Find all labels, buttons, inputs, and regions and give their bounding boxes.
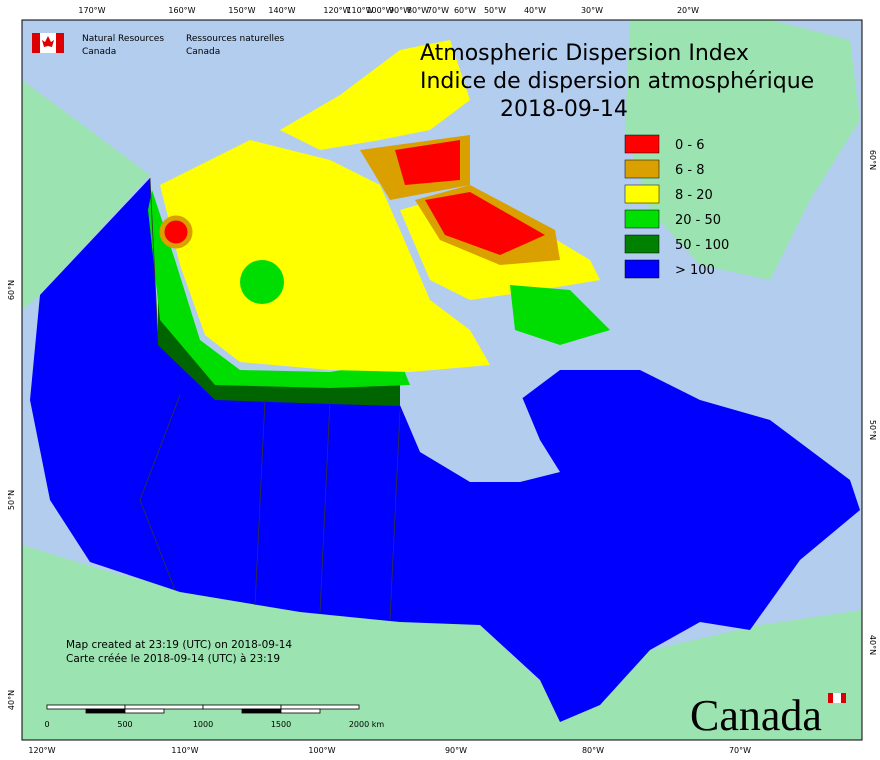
graticule-top: 140°W bbox=[268, 6, 295, 15]
hudson-bay bbox=[400, 360, 560, 482]
graticule-right: 50°N bbox=[868, 420, 877, 440]
wordmark-flag-field bbox=[833, 693, 841, 703]
zone-8-20-islands bbox=[280, 40, 470, 150]
agency-en: Natural Resources bbox=[82, 34, 164, 44]
graticule-bottom: 90°W bbox=[445, 746, 467, 755]
boundary-line bbox=[254, 399, 266, 606]
boundary-line bbox=[319, 399, 331, 613]
graticule-top: 50°W bbox=[484, 6, 506, 15]
graticule-top: 20°W bbox=[677, 6, 699, 15]
graticule-top: 30°W bbox=[581, 6, 603, 15]
graticule-top: 60°W bbox=[454, 6, 476, 15]
scale-segment bbox=[124, 708, 165, 714]
map-note: Map created at 23:19 (UTC) on 2018-09-14 bbox=[66, 639, 292, 651]
graticule-right: 40°N bbox=[868, 635, 877, 655]
graticule-bottom: 80°W bbox=[582, 746, 604, 755]
scale-segment bbox=[280, 708, 321, 714]
title: Atmospheric Dispersion Index bbox=[420, 41, 749, 66]
legend-swatch bbox=[624, 184, 660, 204]
scale-unit: km bbox=[372, 720, 385, 729]
scale-segment bbox=[280, 704, 360, 710]
legend-label: 50 - 100 bbox=[675, 238, 729, 253]
graticule-bottom: 100°W bbox=[308, 746, 335, 755]
legend-swatch bbox=[624, 134, 660, 154]
graticule-top: 100°W bbox=[366, 6, 393, 15]
graticule-left: 40°N bbox=[7, 690, 16, 710]
maple-leaf bbox=[42, 36, 54, 47]
boundaries bbox=[139, 177, 401, 621]
map-note: Carte créée le 2018-09-14 (UTC) à 23:19 bbox=[66, 653, 280, 665]
graticule-right: 60°N bbox=[868, 150, 877, 170]
scale-label: 1000 bbox=[193, 720, 213, 729]
scale-segment bbox=[85, 708, 126, 714]
agency-fr: Canada bbox=[186, 47, 220, 57]
labels: Atmospheric Dispersion Index Indice de di… bbox=[7, 6, 877, 755]
graticule-left: 50°N bbox=[7, 490, 16, 510]
boundary-line bbox=[139, 394, 181, 591]
graticule-top: 160°W bbox=[168, 6, 195, 15]
alaska bbox=[22, 80, 150, 310]
zone-0-6-north bbox=[395, 140, 460, 185]
date: 2018-09-14 bbox=[500, 97, 628, 122]
flag-bar bbox=[56, 33, 64, 53]
zone-20-50-quebec bbox=[510, 285, 610, 345]
graticule-top: 90°W bbox=[389, 6, 411, 15]
scale-label: 2000 bbox=[349, 720, 369, 729]
zone-20-50-spot bbox=[240, 260, 284, 304]
agency-fr: Ressources naturelles bbox=[186, 34, 285, 44]
logo bbox=[32, 33, 64, 53]
zone-8-20-mainland bbox=[160, 140, 490, 372]
legend-swatch bbox=[624, 234, 660, 254]
frame-border bbox=[21, 19, 863, 741]
scale-segment bbox=[46, 704, 126, 710]
boundary-line bbox=[389, 409, 401, 621]
scale-segment bbox=[241, 708, 282, 714]
zone-0-6-baffin bbox=[425, 192, 545, 255]
greenland bbox=[625, 20, 860, 280]
agency-en: Canada bbox=[82, 47, 116, 57]
legend-swatch bbox=[624, 159, 660, 179]
scale-segment bbox=[124, 704, 204, 710]
legend-label: 20 - 50 bbox=[675, 213, 721, 228]
graticule-bottom: 120°W bbox=[28, 746, 55, 755]
scale-label: 500 bbox=[117, 720, 132, 729]
legend-label: 8 - 20 bbox=[675, 188, 713, 203]
united-states bbox=[22, 545, 862, 740]
canada-mainland bbox=[30, 178, 860, 722]
scale-label: 0 bbox=[44, 720, 49, 729]
graticule-top: 80°W bbox=[407, 6, 429, 15]
map-frame bbox=[21, 19, 863, 741]
legend-swatch bbox=[624, 259, 660, 279]
graticule-left: 60°N bbox=[7, 280, 16, 300]
graticule-top: 110°W bbox=[346, 6, 373, 15]
scale-label: 1500 bbox=[271, 720, 291, 729]
legend-swatch bbox=[624, 209, 660, 229]
legend-label: > 100 bbox=[675, 263, 715, 278]
graticule-top: 170°W bbox=[78, 6, 105, 15]
graticule-top: 120°W bbox=[323, 6, 350, 15]
flag-bar bbox=[32, 33, 40, 53]
wordmark: Canada bbox=[690, 691, 822, 740]
zone-0-6-spot bbox=[159, 215, 193, 249]
graticule-top: 70°W bbox=[427, 6, 449, 15]
title-fr: Indice de dispersion atmosphérique bbox=[420, 69, 814, 94]
legend-label: 6 - 8 bbox=[675, 163, 705, 178]
legend-label: 0 - 6 bbox=[675, 138, 705, 153]
graticule-top: 40°W bbox=[524, 6, 546, 15]
graticule-bottom: 70°W bbox=[729, 746, 751, 755]
graticule-bottom: 110°W bbox=[171, 746, 198, 755]
boundary-line bbox=[149, 177, 159, 341]
scale-segment bbox=[202, 704, 282, 710]
graticule-top: 150°W bbox=[228, 6, 255, 15]
